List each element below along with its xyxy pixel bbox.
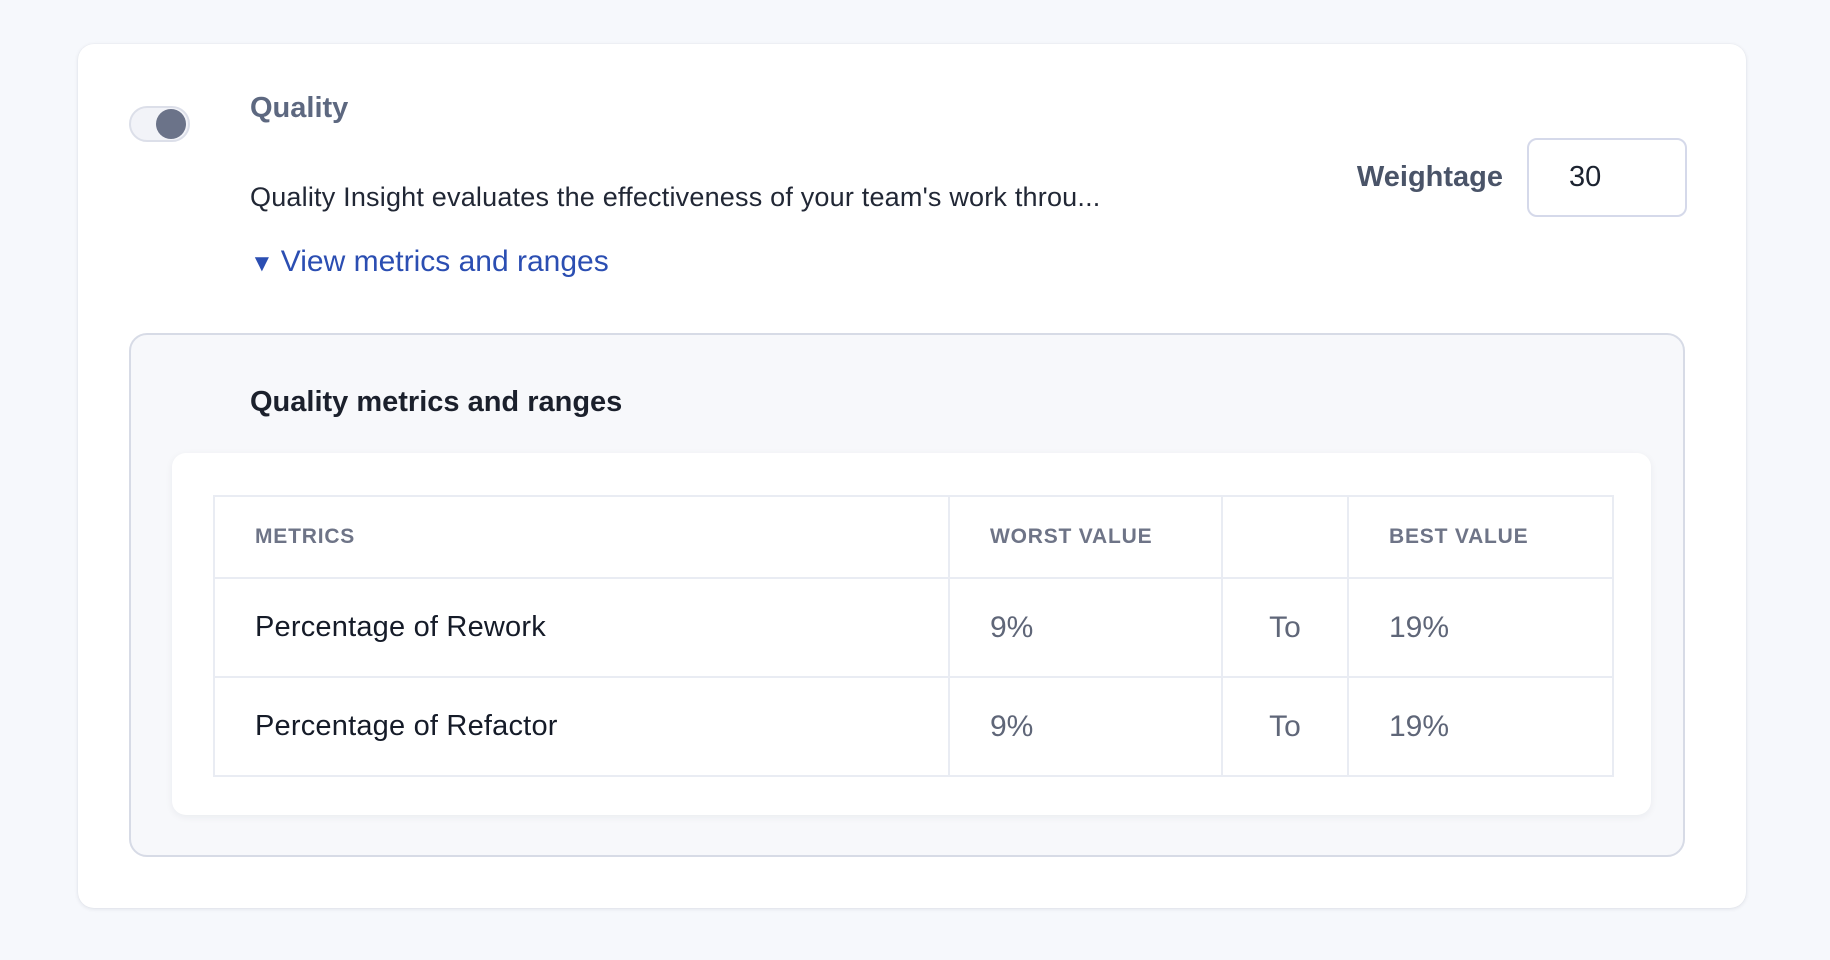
metrics-ranges-panel: Quality metrics and ranges METRICS WORST… — [129, 333, 1685, 857]
to-separator-cell: To — [1221, 577, 1347, 676]
column-header-metrics: METRICS — [215, 497, 948, 577]
metric-name-cell: Percentage of Rework — [215, 577, 948, 676]
to-separator-cell: To — [1221, 676, 1347, 775]
best-value-cell: 19% — [1347, 577, 1612, 676]
toggle-knob-icon — [156, 109, 186, 139]
view-metrics-link[interactable]: ▼ View metrics and ranges — [250, 244, 609, 280]
best-value-cell: 19% — [1347, 676, 1612, 775]
weightage-input[interactable] — [1527, 138, 1687, 217]
view-metrics-link-label: View metrics and ranges — [280, 245, 609, 278]
metrics-table-card: METRICS WORST VALUE BEST VALUE Percentag… — [172, 453, 1651, 815]
weightage-group: Weightage — [1357, 138, 1687, 217]
quality-toggle[interactable] — [129, 106, 190, 142]
worst-value-cell: 9% — [948, 676, 1221, 775]
metric-name-cell: Percentage of Refactor — [215, 676, 948, 775]
metrics-table: METRICS WORST VALUE BEST VALUE Percentag… — [213, 495, 1614, 777]
quality-description: Quality Insight evaluates the effectiven… — [250, 182, 1101, 212]
panel-heading: Quality metrics and ranges — [250, 386, 623, 418]
column-header-worst-value: WORST VALUE — [948, 497, 1221, 577]
quality-insight-card: Quality Quality Insight evaluates the ef… — [78, 44, 1746, 908]
worst-value-cell: 9% — [948, 577, 1221, 676]
weightage-label: Weightage — [1356, 161, 1503, 193]
quality-title: Quality — [250, 92, 349, 124]
triangle-down-icon: ▼ — [250, 249, 274, 277]
column-header-best-value: BEST VALUE — [1347, 497, 1612, 577]
column-header-separator — [1221, 497, 1347, 577]
